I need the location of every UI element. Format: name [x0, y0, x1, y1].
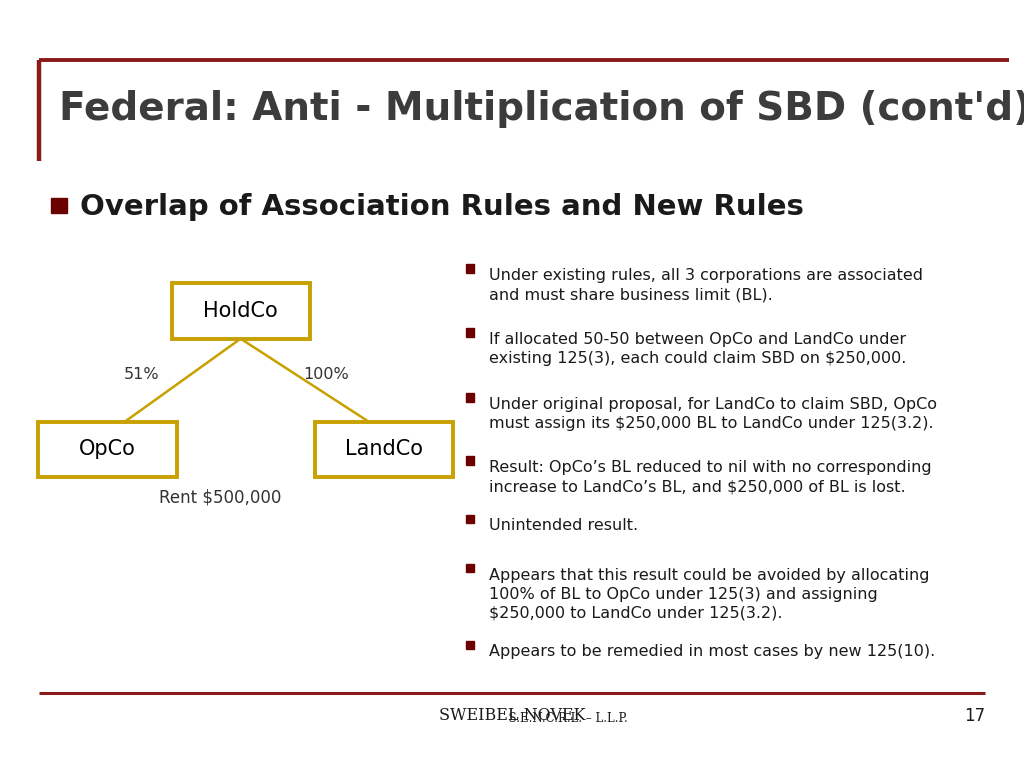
Text: S.E.N.C.R.L. – L.L.P.: S.E.N.C.R.L. – L.L.P. [396, 712, 628, 724]
Bar [51, 198, 67, 214]
Text: Rent $500,000: Rent $500,000 [159, 488, 282, 507]
Text: 100%: 100% [303, 366, 348, 382]
Text: Appears to be remedied in most cases by new 125(10).: Appears to be remedied in most cases by … [489, 644, 936, 660]
Text: Result: OpCo’s BL reduced to nil with no corresponding
increase to LandCo’s BL, : Result: OpCo’s BL reduced to nil with no… [489, 460, 932, 495]
Text: Federal: Anti - Multiplication of SBD (cont'd): Federal: Anti - Multiplication of SBD (c… [59, 90, 1024, 128]
Text: 17: 17 [964, 707, 985, 725]
Text: Overlap of Association Rules and New Rules: Overlap of Association Rules and New Rul… [80, 194, 804, 221]
Text: HoldCo: HoldCo [204, 301, 278, 321]
Text: OpCo: OpCo [79, 439, 136, 459]
Text: 51%: 51% [124, 366, 159, 382]
Bar [466, 456, 474, 465]
FancyBboxPatch shape [315, 422, 453, 477]
Bar [466, 641, 474, 649]
Text: If allocated 50-50 between OpCo and LandCo under
existing 125(3), each could cla: If allocated 50-50 between OpCo and Land… [489, 332, 907, 366]
Bar [466, 393, 474, 402]
Text: Appears that this result could be avoided by allocating
100% of BL to OpCo under: Appears that this result could be avoide… [489, 568, 930, 621]
Bar [466, 328, 474, 336]
Text: S​WEIBEL N​OVEK: S​WEIBEL N​OVEK [438, 707, 586, 724]
Bar [466, 264, 474, 273]
FancyBboxPatch shape [171, 283, 309, 339]
Bar [466, 564, 474, 572]
Text: LandCo: LandCo [345, 439, 423, 459]
FancyBboxPatch shape [38, 422, 176, 477]
Text: Under original proposal, for LandCo to claim SBD, OpCo
must assign its $250,000 : Under original proposal, for LandCo to c… [489, 397, 938, 432]
Bar [466, 515, 474, 523]
Text: Under existing rules, all 3 corporations are associated
and must share business : Under existing rules, all 3 corporations… [489, 268, 924, 303]
Text: Unintended result.: Unintended result. [489, 518, 639, 534]
